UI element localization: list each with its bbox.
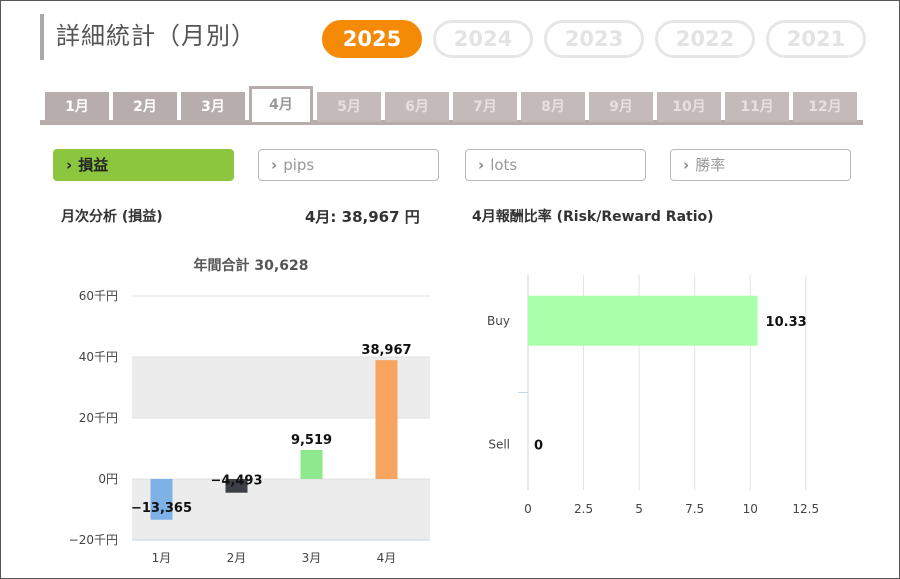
y-tick-label: 0円 — [98, 472, 118, 486]
x-tick-label: 1月 — [152, 551, 172, 565]
year-2022-button[interactable]: 2022 — [655, 20, 755, 58]
y-tick-label: 20千円 — [79, 411, 118, 425]
chevron-right-icon: › — [66, 156, 73, 174]
metric-profit-button[interactable]: › 損益 — [53, 149, 234, 181]
chevron-right-icon: › — [683, 156, 690, 174]
tab-month-8: 8月 — [521, 92, 585, 122]
bar — [300, 449, 323, 479]
metric-lots-button[interactable]: › lots — [465, 149, 646, 181]
y-tick-label: 40千円 — [79, 350, 118, 364]
bar — [375, 360, 398, 479]
data-label: 38,967 — [361, 343, 411, 358]
metric-pips-label: pips — [283, 156, 315, 174]
year-2021-button[interactable]: 2021 — [766, 20, 866, 58]
year-2023-button[interactable]: 2023 — [544, 20, 644, 58]
title-block: 詳細統計（月別） — [40, 14, 256, 60]
metric-winrate-button[interactable]: › 勝率 — [670, 149, 851, 181]
x-tick-label: 4月 — [377, 551, 397, 565]
x-tick-label: 2月 — [227, 551, 247, 565]
x-tick-label: 0 — [524, 502, 532, 516]
monthly-analysis-label: 月次分析 (損益) — [61, 209, 163, 225]
tab-month-7: 7月 — [453, 92, 517, 122]
tab-month-9: 9月 — [589, 92, 653, 122]
x-tick-label: 12.5 — [792, 502, 819, 516]
x-tick-label: 2.5 — [574, 502, 593, 516]
metric-winrate-label: 勝率 — [695, 156, 726, 174]
y-tick-label: Sell — [488, 437, 510, 451]
tab-month-1[interactable]: 1月 — [45, 92, 109, 122]
data-label: 0 — [534, 438, 543, 453]
year-2025-button[interactable]: 2025 — [322, 20, 422, 58]
bar — [528, 295, 758, 346]
x-tick-label: 7.5 — [685, 502, 704, 516]
chevron-right-icon: › — [271, 156, 278, 174]
tab-month-11: 11月 — [725, 92, 789, 122]
risk-reward-chart: 0 2.5 5 7.5 10 12.5 10.33 Buy 0 Sell — [487, 275, 819, 516]
bar — [225, 479, 248, 493]
data-label: −13,365 — [131, 501, 192, 516]
data-label: −4,493 — [210, 474, 262, 489]
year-2024-button[interactable]: 2024 — [433, 20, 533, 58]
bar — [150, 479, 173, 520]
tab-month-5: 5月 — [317, 92, 381, 122]
y-tick-label: Buy — [487, 314, 510, 328]
tab-month-12: 12月 — [793, 92, 857, 122]
metric-pips-button[interactable]: › pips — [258, 149, 439, 181]
y-tick-label: 60千円 — [79, 289, 118, 303]
chevron-right-icon: › — [478, 156, 485, 174]
monthly-pl-chart: 60千円 40千円 20千円 0円 −20千円 年間合計 30,628 −13,365 1月 −… — [69, 257, 430, 565]
metric-lots-label: lots — [490, 156, 518, 174]
chart-title: 年間合計 30,628 — [194, 257, 309, 274]
metric-profit-label: 損益 — [78, 156, 109, 174]
x-tick-label: 5 — [635, 502, 643, 516]
tab-month-3[interactable]: 3月 — [181, 92, 245, 122]
page-title: 詳細統計（月別） — [56, 22, 256, 50]
x-tick-label: 10 — [743, 502, 758, 516]
tab-month-10: 10月 — [657, 92, 721, 122]
data-label: 10.33 — [766, 315, 807, 330]
data-label: 9,519 — [291, 433, 332, 448]
tab-month-2[interactable]: 2月 — [113, 92, 177, 122]
tab-month-4[interactable]: 4月 — [249, 86, 313, 122]
month-tab-underline — [40, 120, 863, 125]
plot-band — [132, 479, 430, 540]
month-total-value: 4月: 38,967 円 — [305, 208, 420, 226]
y-tick-label: −20千円 — [69, 533, 118, 547]
risk-reward-title: 4月報酬比率 (Risk/Reward Ratio) — [472, 209, 714, 225]
tab-month-6: 6月 — [385, 92, 449, 122]
x-tick-label: 3月 — [302, 551, 322, 565]
